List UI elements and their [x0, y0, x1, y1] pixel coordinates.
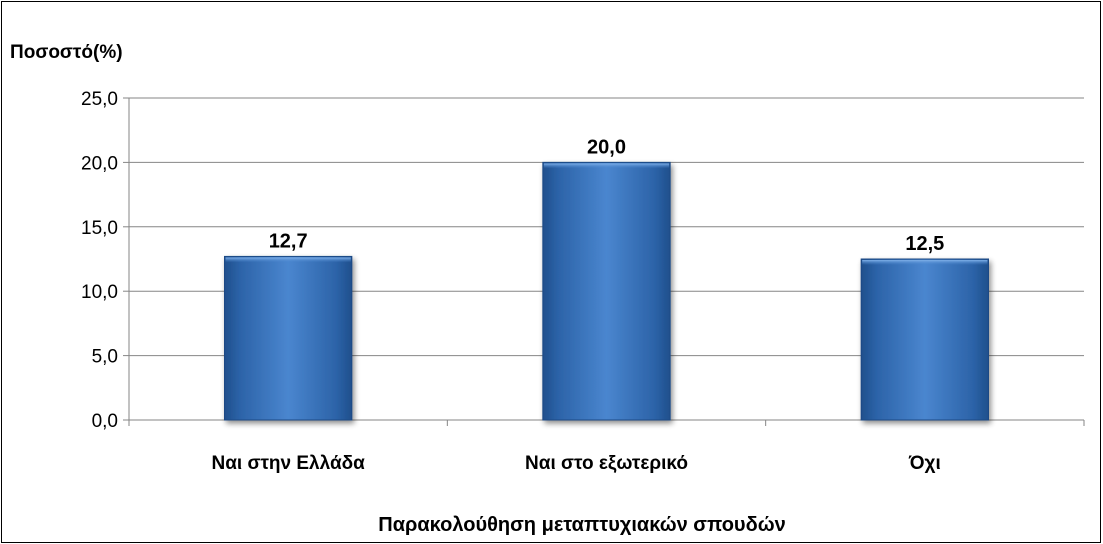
bars: 12,7 20,0 12,5 [224, 136, 990, 421]
y-tick-label: 5,0 [92, 347, 118, 368]
category-label: Ναι στην Ελλάδα [211, 453, 365, 474]
y-tick-labels: 0,0 5,0 10,0 15,0 20,0 25,0 [81, 89, 118, 432]
bar [860, 258, 990, 421]
y-tick-label: 10,0 [81, 282, 118, 303]
y-tick-label: 25,0 [81, 89, 118, 110]
y-tick-label: 0,0 [92, 411, 118, 432]
bar-value-label: 20,0 [587, 136, 626, 158]
bar-highlight [543, 163, 670, 169]
bar-value-label: 12,5 [905, 233, 944, 255]
bar-highlight [862, 260, 988, 265]
category-label: Ναι στο εξωτερικό [525, 453, 688, 474]
x-axis-title: Παρακολούθηση μεταπτυχιακών σπουδών [378, 514, 785, 536]
y-axis-title: Ποσοστό(%) [10, 42, 123, 63]
bar-body [860, 258, 990, 421]
y-tick-label: 20,0 [81, 153, 118, 174]
bar-highlight [225, 257, 351, 263]
category-labels: Ναι στην Ελλάδα Ναι στο εξωτερικό Όχι [211, 453, 940, 474]
y-tick-label: 15,0 [81, 218, 118, 239]
bar [224, 255, 353, 421]
bar-body [224, 255, 353, 421]
category-label: Όχι [908, 453, 941, 474]
bar-body [542, 161, 671, 421]
bar-value-label: 12,7 [269, 230, 308, 252]
bar [542, 161, 671, 421]
